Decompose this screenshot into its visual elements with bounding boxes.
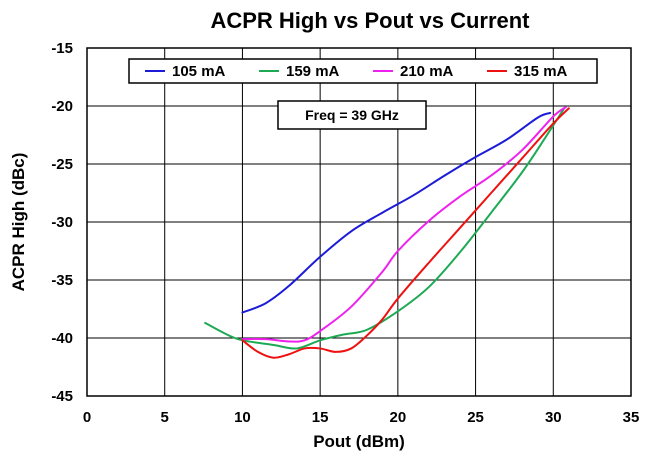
x-tick-label: 20	[390, 409, 407, 426]
x-tick-labels: 0 5 10 15 20 25 30 35	[83, 409, 640, 426]
x-tick-label: 5	[161, 409, 169, 426]
series-line-159-ma	[204, 107, 566, 350]
chart-title: ACPR High vs Pout vs Current	[210, 8, 530, 33]
legend-label: 159 mA	[286, 63, 340, 80]
y-tick-label: -45	[51, 388, 73, 405]
y-tick-label: -35	[51, 272, 73, 289]
x-tick-label: 0	[83, 409, 91, 426]
x-tick-label: 15	[312, 409, 329, 426]
series-line-105-ma	[241, 111, 552, 314]
x-axis-label: Pout (dBm)	[313, 432, 405, 451]
y-tick-label: -20	[51, 98, 73, 115]
y-tick-label: -25	[51, 156, 73, 173]
x-tick-label: 25	[467, 409, 484, 426]
legend: 105 mA 159 mA 210 mA 315 mA	[128, 58, 598, 84]
y-tick-labels: -15 -20 -25 -30 -35 -40 -45	[51, 40, 73, 405]
legend-label: 210 mA	[400, 63, 454, 80]
annotation: Freq = 39 GHz	[277, 100, 427, 130]
x-tick-label: 10	[234, 409, 251, 426]
y-tick-label: -30	[51, 214, 73, 231]
annotation-box	[277, 100, 427, 130]
y-tick-label: -15	[51, 40, 73, 57]
legend-label: 315 mA	[514, 63, 568, 80]
series-line-315-ma	[241, 107, 570, 359]
series-line-210-ma	[241, 106, 567, 343]
annotation-text: Freq = 39 GHz	[305, 107, 399, 123]
series-lines	[204, 106, 570, 359]
legend-box	[128, 58, 598, 84]
legend-label: 105 mA	[172, 63, 226, 80]
y-axis-label: ACPR High (dBc)	[9, 153, 28, 292]
y-tick-label: -40	[51, 330, 73, 347]
plot-area-border	[86, 47, 632, 397]
x-tick-label: 30	[545, 409, 562, 426]
x-tick-label: 35	[623, 409, 640, 426]
